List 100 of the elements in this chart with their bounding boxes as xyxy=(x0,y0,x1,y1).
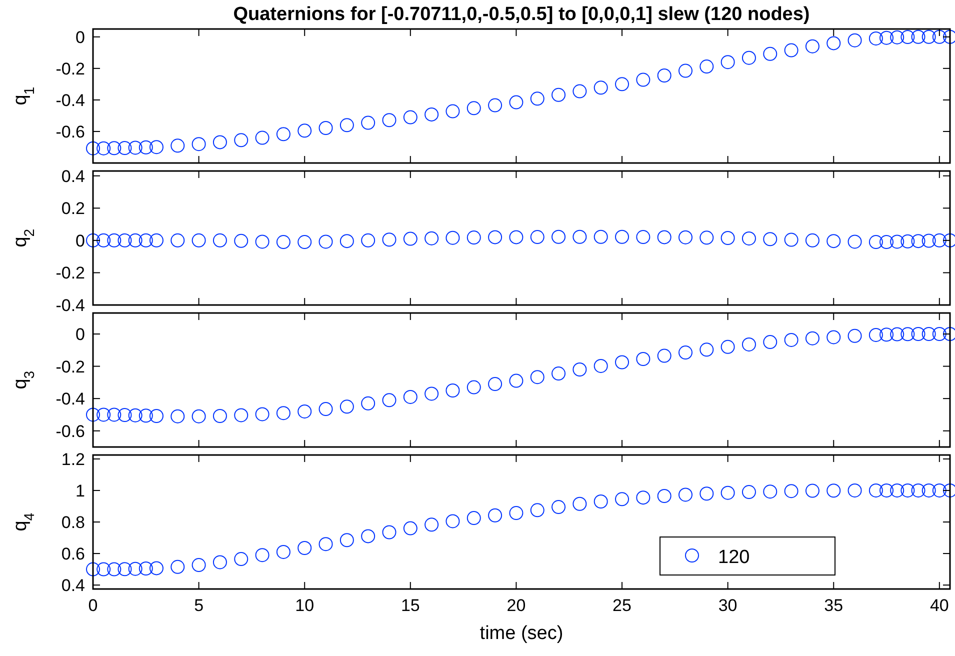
point xyxy=(922,30,936,44)
point xyxy=(932,30,946,44)
point xyxy=(361,529,376,544)
point xyxy=(700,342,714,357)
point xyxy=(615,355,630,370)
point xyxy=(805,331,820,346)
x-tick-label: 20 xyxy=(506,596,526,615)
point xyxy=(826,36,841,50)
point xyxy=(446,104,460,118)
point xyxy=(848,33,862,48)
point xyxy=(657,348,672,363)
point xyxy=(488,377,502,392)
x-tick-label: 35 xyxy=(824,596,844,615)
point xyxy=(900,30,915,44)
point xyxy=(107,562,122,576)
point xyxy=(170,138,185,153)
y-tick-label: 1 xyxy=(76,481,85,500)
point xyxy=(424,518,439,532)
point xyxy=(96,562,111,576)
point xyxy=(149,561,164,576)
y-tick-label: 0 xyxy=(76,324,85,344)
point xyxy=(720,55,735,70)
point xyxy=(900,483,915,498)
point xyxy=(868,483,883,498)
point xyxy=(382,525,396,540)
point xyxy=(276,544,290,559)
point xyxy=(86,408,100,422)
x-tick-label: 25 xyxy=(612,596,632,615)
y-tick-label: 0.4 xyxy=(61,166,85,186)
point xyxy=(678,346,692,360)
point xyxy=(212,135,227,150)
point xyxy=(615,492,630,506)
x-tick-label: 15 xyxy=(400,596,420,615)
point xyxy=(530,92,544,106)
point xyxy=(572,84,587,98)
y-tick-label: 1.2 xyxy=(61,450,85,469)
x-tick-label: 0 xyxy=(88,596,98,615)
point xyxy=(911,483,926,498)
point xyxy=(742,485,756,500)
point xyxy=(636,352,650,366)
point xyxy=(170,409,185,424)
point xyxy=(594,358,608,373)
point xyxy=(720,486,735,500)
y-tick-label: -0.4 xyxy=(56,390,85,409)
point xyxy=(890,327,904,342)
point xyxy=(530,370,544,384)
point xyxy=(932,326,946,341)
point xyxy=(255,548,270,562)
point xyxy=(96,408,111,422)
point xyxy=(138,140,153,154)
point xyxy=(868,328,883,342)
point xyxy=(509,95,524,110)
x-axis-title: time (sec) xyxy=(480,623,564,644)
point xyxy=(298,541,312,556)
point xyxy=(446,383,460,398)
point xyxy=(118,562,132,576)
point xyxy=(86,141,100,156)
point xyxy=(446,514,460,528)
y-tick-label: -0.2 xyxy=(56,264,85,283)
x-tick-label: 10 xyxy=(295,596,314,615)
point xyxy=(784,43,798,58)
point xyxy=(742,50,756,65)
point xyxy=(128,562,142,576)
point xyxy=(678,488,692,502)
point xyxy=(192,137,206,152)
point xyxy=(805,39,820,54)
point xyxy=(234,133,248,148)
point xyxy=(868,31,883,46)
y-tick-label: -0.4 xyxy=(56,296,85,315)
point xyxy=(848,483,862,498)
point xyxy=(340,400,354,414)
point xyxy=(298,124,312,138)
point xyxy=(572,496,587,511)
point xyxy=(86,562,100,576)
point xyxy=(255,130,270,145)
point xyxy=(742,337,756,352)
y-tick-label: -0.2 xyxy=(56,59,85,78)
y-tick-label: -0.4 xyxy=(56,90,85,110)
point xyxy=(932,483,946,498)
point xyxy=(700,486,714,501)
x-tick-label: 5 xyxy=(194,596,204,615)
point xyxy=(530,503,544,518)
point xyxy=(340,118,354,132)
point xyxy=(276,406,290,420)
point xyxy=(128,408,142,422)
point xyxy=(96,141,111,156)
point xyxy=(880,328,894,342)
point xyxy=(149,140,164,154)
y-tick-label: 0 xyxy=(76,231,85,250)
point xyxy=(805,484,820,498)
point xyxy=(880,30,894,45)
chart-title: Quaternions for [-0.70711,0,-0.5,0.5] to [0,0,0,1] slew (120 nodes) xyxy=(233,4,810,25)
point xyxy=(900,327,915,342)
point xyxy=(763,335,778,350)
point xyxy=(466,101,481,116)
point xyxy=(720,340,735,354)
point xyxy=(466,511,481,526)
point xyxy=(318,537,333,552)
y-tick-label: 0.2 xyxy=(61,199,85,218)
point xyxy=(572,362,587,377)
